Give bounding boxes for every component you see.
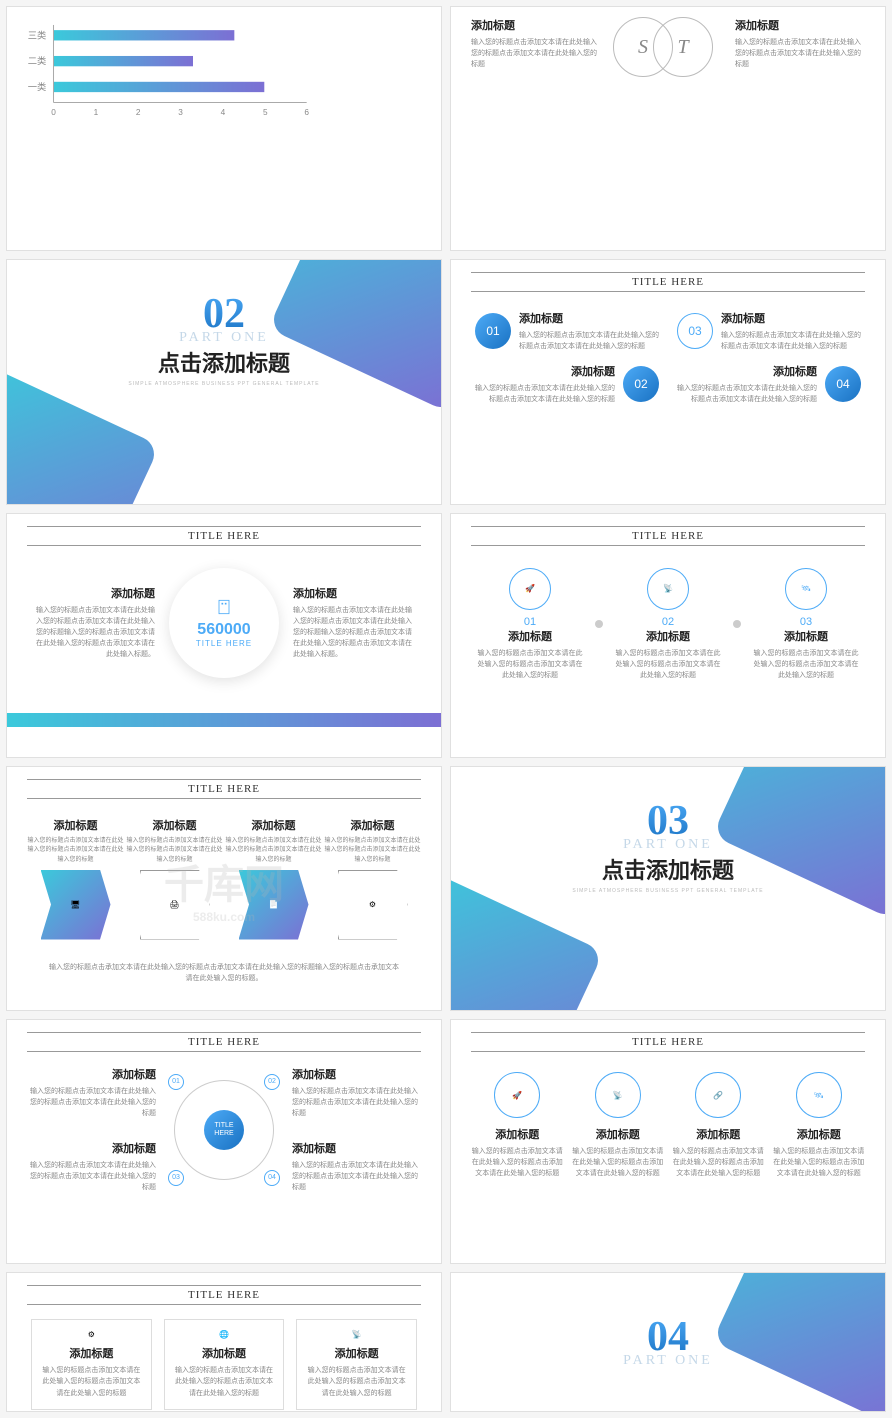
svg-text:6: 6 <box>304 108 309 117</box>
sub-02: SIMPLE ATMOSPHERE BUSINESS PPT GENERAL T… <box>7 381 441 387</box>
titlehere-4c: TITLE HERE <box>471 272 865 292</box>
svg-text:1: 1 <box>94 108 99 117</box>
monitor-icon: 🖥 <box>70 900 80 909</box>
st-body-r: 输入您的标题点击添加文本请在此处输入您的标题点击添加文本请在此处输入您的标题 <box>735 37 865 71</box>
titlehere-7: TITLE HERE <box>27 779 421 799</box>
titlehere-9: TITLE HERE <box>27 1032 421 1052</box>
n03: 03 <box>751 616 861 628</box>
titlehere-6: TITLE HERE <box>471 526 865 546</box>
globe-icon: 🌐 <box>175 1330 274 1339</box>
satellite-icon: 🛰 <box>796 1072 842 1118</box>
slide-560000: TITLE HERE 添加标题 输入您的标题点击添加文本请在此处输入您的标题点击… <box>6 513 442 758</box>
orbit-center: TITLE HERE <box>204 1110 244 1150</box>
sub-03: SIMPLE ATMOSPHERE BUSINESS PPT GENERAL T… <box>451 888 885 894</box>
slide-venn-st: 添加标题 输入您的标题点击添加文本请在此处输入您的标题点击添加文本请在此处输入您… <box>450 6 886 251</box>
doc-icon: 📄 <box>269 900 279 909</box>
partone-04: PART ONE <box>451 1353 885 1369</box>
network-icon: 🔗 <box>695 1072 741 1118</box>
st-body-l: 输入您的标题点击添加文本请在此处输入您的标题点击添加文本请在此处输入您的标题 <box>471 37 601 71</box>
gear-icon: ⚙ <box>42 1330 141 1339</box>
rocket-icon: 🚀 <box>494 1072 540 1118</box>
satellite-icon: 🛰 <box>785 568 827 610</box>
slide-section-03: 03 PART ONE 点击添加标题 SIMPLE ATMOSPHERE BUS… <box>450 766 886 1011</box>
titlehere-5: TITLE HERE <box>27 526 421 546</box>
st-title-r: 添加标题 <box>735 17 865 33</box>
svg-text:0: 0 <box>51 108 56 117</box>
bar-cat-1: 一类 <box>28 81 47 92</box>
bar-cat-2: 二类 <box>28 55 47 66</box>
svg-text:5: 5 <box>263 108 268 117</box>
slide-3icons: TITLE HERE 🚀 01 添加标题 输入您的标题点击添加文本请在此处输入您… <box>450 513 886 758</box>
svg-text:4: 4 <box>221 108 226 117</box>
bar-cat-3: 三类 <box>28 29 47 40</box>
antenna-icon: 📡 <box>647 568 689 610</box>
gear-icon: ⚙ <box>369 900 376 909</box>
n01: 01 <box>475 616 585 628</box>
st-title-l: 添加标题 <box>471 17 601 33</box>
svg-text:3: 3 <box>178 108 183 117</box>
bigsub: TITLE HERE <box>196 639 252 648</box>
partone-02: PART ONE <box>7 330 441 346</box>
building-icon <box>214 597 234 617</box>
num-04: 04 <box>825 366 861 402</box>
num-01: 01 <box>475 313 511 349</box>
svg-text:2: 2 <box>136 108 141 117</box>
rocket-icon: 🚀 <box>509 568 551 610</box>
slide-4circles: TITLE HERE 01 添加标题输入您的标题点击添加文本请在此处输入您的标题… <box>450 259 886 504</box>
venn-t: T <box>653 17 713 77</box>
slide-3cards: TITLE HERE ⚙添加标题输入您的标题点击添加文本请在此处输入您的标题点击… <box>6 1272 442 1412</box>
titlehere-11: TITLE HERE <box>27 1285 421 1305</box>
num-02: 02 <box>623 366 659 402</box>
slide-chevrons: TITLE HERE 千库网588ku.com 添加标题输入您的标题点击添加文本… <box>6 766 442 1011</box>
bigval: 560000 <box>197 621 250 639</box>
antenna-icon: 📡 <box>595 1072 641 1118</box>
slide-section-02: 02 PART ONE 点击添加标题 SIMPLE ATMOSPHERE BUS… <box>6 259 442 504</box>
slide-barchart: 三类 二类 一类 0 1 2 3 4 5 6 <box>6 6 442 251</box>
maintitle-03: 点击添加标题 <box>451 853 885 885</box>
slide-section-04: 04 PART ONE <box>450 1272 886 1412</box>
maintitle-02: 点击添加标题 <box>7 346 441 378</box>
slide-4icons: TITLE HERE 🚀添加标题输入您的标题点击添加文本请在此处输入您的标题点击… <box>450 1019 886 1264</box>
n02: 02 <box>613 616 723 628</box>
num-03: 03 <box>677 313 713 349</box>
antenna-icon: 📡 <box>307 1330 406 1339</box>
titlehere-10: TITLE HERE <box>471 1032 865 1052</box>
slide-orbit: TITLE HERE 添加标题输入您的标题点击添加文本请在此处输入您的标题点击添… <box>6 1019 442 1264</box>
printer-icon: 🖨 <box>169 900 179 909</box>
partone-03: PART ONE <box>451 837 885 853</box>
chev-footer: 输入您的标题点击承加文本请在此处输入您的标题点击承加文本请在此处输入您的标题输入… <box>7 962 441 984</box>
